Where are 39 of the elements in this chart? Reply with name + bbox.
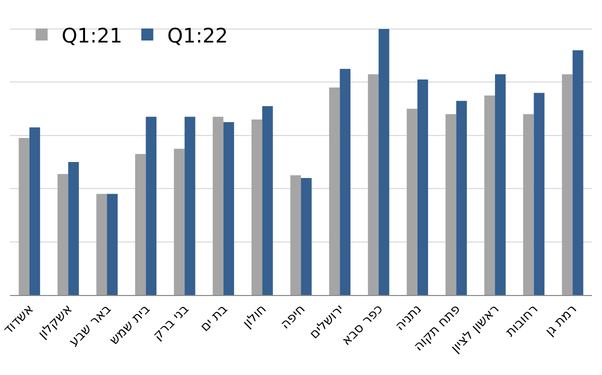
bar <box>417 80 428 295</box>
bar <box>301 178 312 295</box>
legend-label: Q1:21 <box>62 23 122 48</box>
bar <box>378 29 390 295</box>
bar <box>212 116 224 295</box>
bar <box>523 114 534 295</box>
bar <box>18 138 30 295</box>
bar <box>534 92 544 295</box>
bar <box>290 175 301 295</box>
bar <box>329 88 340 295</box>
bar <box>562 74 573 295</box>
bar <box>340 68 350 295</box>
bar <box>174 148 185 295</box>
bar <box>58 174 68 295</box>
bar <box>446 114 456 295</box>
bar <box>262 106 273 295</box>
bar <box>135 154 146 295</box>
x-tick-label: חולון <box>240 302 270 332</box>
bar <box>68 162 79 295</box>
x-tick-label: בני ברק <box>150 302 192 344</box>
legend-label: Q1:22 <box>167 23 228 48</box>
x-tick-label: בת ים <box>198 302 231 335</box>
bar <box>107 194 118 295</box>
bar <box>495 74 506 295</box>
x-tick-label: אשדוד <box>1 302 37 338</box>
x-tick-label: רמת גן <box>542 302 580 340</box>
x-tick-label: חיפה <box>278 302 308 332</box>
bar <box>96 194 107 295</box>
bar <box>572 50 584 295</box>
bar <box>368 74 379 295</box>
bar <box>184 116 196 295</box>
bar <box>146 116 156 295</box>
bar <box>29 127 40 295</box>
bar <box>223 122 234 295</box>
x-tick-label: רחובות <box>503 302 542 340</box>
bar <box>456 100 467 295</box>
bar <box>406 108 418 295</box>
bar <box>252 119 262 295</box>
bar <box>484 96 495 295</box>
